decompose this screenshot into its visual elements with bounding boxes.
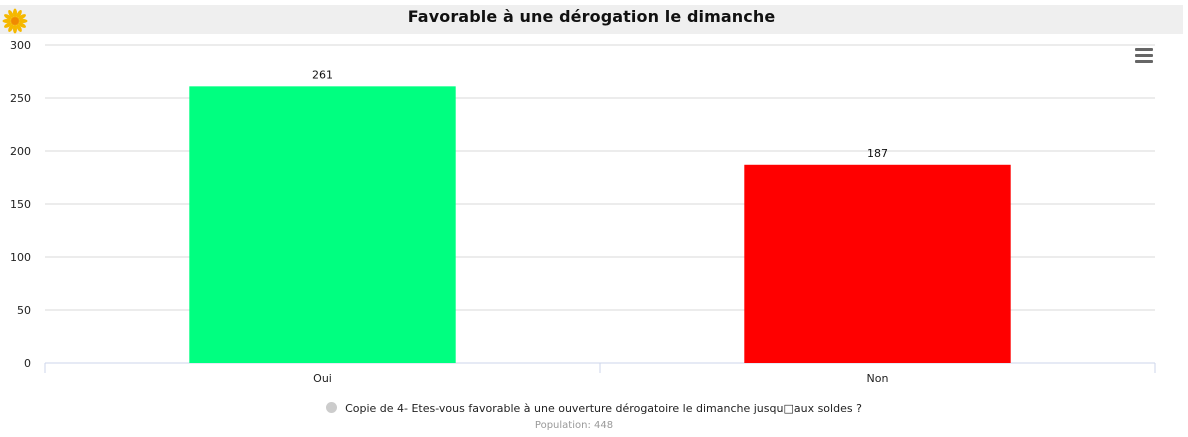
y-tick-label: 50 — [17, 304, 31, 317]
legend-item[interactable]: Copie de 4- Etes-vous favorable à une ou… — [0, 402, 1188, 415]
chart-title: Favorable à une dérogation le dimanche — [407, 7, 776, 26]
y-tick-label: 150 — [10, 198, 31, 211]
data-label: 261 — [312, 68, 333, 81]
chart-title-bar: Favorable à une dérogation le dimanche — [0, 5, 1183, 34]
y-tick-label: 300 — [10, 39, 31, 52]
bar-oui — [189, 86, 456, 363]
population-label: Population: 448 — [534, 420, 614, 431]
legend-label: Copie de 4- Etes-vous favorable à une ou… — [345, 402, 862, 415]
legend-marker-icon — [326, 402, 338, 413]
x-tick-label: Oui — [313, 372, 332, 385]
bar-non — [744, 164, 1011, 363]
hamburger-menu-icon[interactable] — [1135, 48, 1153, 64]
y-tick-label: 100 — [10, 251, 31, 264]
y-tick-label: 200 — [10, 145, 31, 158]
data-label: 187 — [867, 147, 888, 160]
y-tick-label: 250 — [10, 92, 31, 105]
y-tick-label: 0 — [24, 357, 31, 370]
x-tick-label: Non — [867, 372, 889, 385]
sun-logo-icon — [2, 8, 28, 34]
